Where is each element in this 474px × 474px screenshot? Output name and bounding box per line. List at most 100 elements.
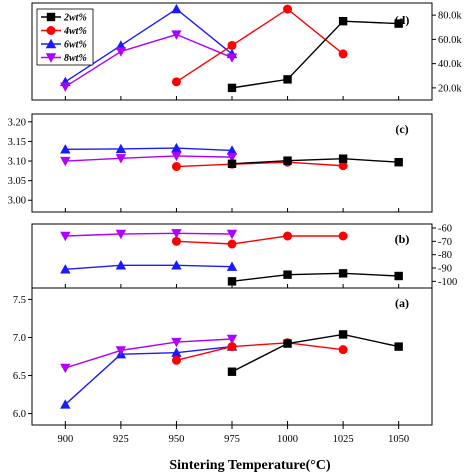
panel-label: (c) — [395, 122, 408, 136]
data-point — [338, 49, 348, 59]
x-tick-label: 1025 — [333, 434, 354, 445]
data-point — [338, 231, 348, 241]
legend-label: 2wt% — [63, 13, 87, 24]
panel-a: 6.0 6.5 7.0 7.5 (a) — [13, 287, 433, 426]
series-line — [231, 157, 399, 165]
x-tick-label: 925 — [113, 434, 129, 445]
data-point — [226, 53, 238, 63]
data-point — [115, 229, 127, 240]
data-point — [227, 159, 237, 168]
legend-label: 6wt% — [64, 40, 87, 51]
legend-marker — [46, 26, 56, 35]
x-tick-label: 950 — [169, 434, 185, 445]
data-point — [283, 4, 293, 14]
data-point — [60, 82, 71, 92]
series-line — [176, 342, 344, 361]
data-point — [171, 3, 182, 14]
legend-entry-6wtpct: 6wt% — [41, 38, 87, 51]
x-tick-label: 900 — [57, 434, 73, 445]
series-line — [64, 33, 233, 88]
y-tick-label: 80.0k — [438, 11, 462, 22]
series-8wtpct — [60, 30, 238, 92]
data-point — [283, 339, 292, 348]
legend-box — [36, 8, 94, 66]
data-point — [226, 152, 238, 163]
panel-frame — [31, 287, 433, 426]
series-line — [65, 232, 233, 237]
panel-label: (a) — [395, 296, 409, 310]
y-tick-label: 6.0 — [13, 409, 26, 420]
x-tick-label: 1000 — [277, 434, 298, 445]
y-tick-label: -70 — [438, 237, 452, 248]
series-8wtpct — [60, 334, 238, 374]
data-point — [283, 75, 292, 84]
data-point — [60, 156, 71, 167]
data-point — [60, 264, 71, 274]
series-line — [176, 8, 344, 83]
series-2wtpct — [227, 16, 403, 93]
legend-marker — [45, 38, 57, 49]
series-line — [65, 155, 233, 162]
data-point — [226, 229, 238, 240]
data-point — [171, 347, 182, 357]
data-point — [338, 16, 348, 26]
x-tick-label: 1050 — [388, 434, 409, 445]
data-point — [171, 77, 181, 87]
data-point — [115, 260, 127, 270]
series-line — [231, 333, 399, 373]
legend-entry-4wtpct: 4wt% — [41, 26, 87, 37]
y-tick-label: 3.20 — [8, 117, 26, 128]
data-point — [60, 363, 71, 374]
legend-label: 8wt% — [64, 53, 87, 64]
series-8wtpct — [60, 229, 238, 242]
data-point — [226, 334, 238, 345]
y-tick-label: 40.0k — [438, 59, 462, 70]
data-point — [171, 337, 182, 348]
x-tick-label: 975 — [224, 434, 240, 445]
series-line — [231, 20, 399, 89]
y-tick-label: 20.0k — [438, 83, 462, 94]
data-point — [227, 367, 237, 376]
x-axis-label: Sintering Temperature(°C) — [169, 458, 331, 473]
legend-entry-8wtpct: 8wt% — [41, 53, 87, 64]
series-line — [65, 147, 233, 152]
data-point — [227, 342, 237, 352]
data-point — [226, 261, 238, 271]
y-tick-label: -80 — [438, 250, 452, 261]
data-point — [227, 83, 237, 93]
data-point — [338, 269, 348, 278]
y-tick-label: 3.15 — [8, 137, 26, 148]
data-point — [227, 277, 237, 286]
x-axis: 900 925 950 975 1000 1025 1050 — [57, 425, 409, 445]
data-point — [394, 19, 403, 28]
data-point — [171, 260, 182, 270]
series-2wtpct — [227, 269, 403, 286]
y-tick-label: -60 — [438, 224, 452, 235]
data-point — [115, 40, 127, 50]
legend-marker — [45, 53, 57, 63]
data-point — [338, 154, 348, 163]
panels-layer: 20.0k40.0k60.0k80.0k(d)3.003.053.103.153… — [8, 2, 462, 426]
y-tick-label: 7.5 — [13, 295, 26, 306]
series-line — [231, 272, 399, 283]
data-point — [227, 40, 237, 50]
panel-b: -60 -70 -80 -90 -100 (b) — [31, 223, 457, 289]
data-point — [171, 229, 182, 239]
y-tick-label: 7.0 — [13, 333, 26, 344]
data-point — [338, 330, 348, 339]
series-2wtpct — [227, 330, 403, 376]
data-point — [283, 270, 292, 279]
data-point — [171, 355, 181, 365]
data-point — [338, 345, 348, 355]
y-tick-label: -100 — [438, 277, 457, 288]
legend-entry-2wtpct: 2wt% — [41, 13, 87, 24]
data-point — [115, 154, 127, 164]
data-point — [115, 346, 127, 356]
data-point — [283, 156, 292, 165]
legend-marker — [46, 12, 56, 22]
y-tick-label: 3.00 — [8, 196, 26, 207]
series-line — [65, 264, 233, 271]
data-point — [171, 30, 182, 40]
data-point — [394, 158, 403, 167]
series-line — [64, 345, 233, 405]
